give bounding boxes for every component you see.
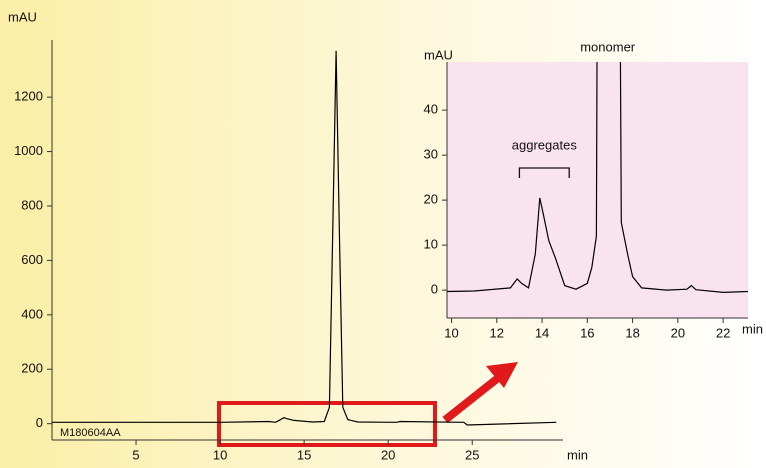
x-tick-label: 20 xyxy=(671,325,685,340)
y-tick-label: 10 xyxy=(424,237,438,252)
y-tick-label: 40 xyxy=(424,102,438,117)
x-tick-label: 5 xyxy=(132,447,139,462)
highlight-box xyxy=(217,401,437,447)
annotation: aggregates xyxy=(512,137,578,152)
y-tick-label: 30 xyxy=(424,147,438,162)
trace xyxy=(447,62,748,294)
x-tick-label: 15 xyxy=(297,447,311,462)
bracket xyxy=(518,167,570,178)
x-tick-label: 20 xyxy=(381,447,395,462)
y-axis-label: mAU xyxy=(424,47,453,62)
y-tick-label: 200 xyxy=(21,361,43,376)
annotation: monomer xyxy=(580,39,636,54)
y-tick-label: 1200 xyxy=(14,89,43,104)
x-tick-label: 10 xyxy=(444,325,458,340)
y-tick-label: 0 xyxy=(36,415,43,430)
x-tick-label: 14 xyxy=(535,325,549,340)
y-tick-label: 800 xyxy=(21,197,43,212)
y-tick-label: 20 xyxy=(424,192,438,207)
x-axis-label: min xyxy=(742,321,763,336)
x-tick-label: 22 xyxy=(716,325,730,340)
x-tick-label: 16 xyxy=(580,325,594,340)
zoom-arrow xyxy=(442,362,518,424)
plot-background xyxy=(447,62,748,318)
x-tick-label: 18 xyxy=(625,325,639,340)
x-axis-label: min xyxy=(567,447,588,462)
x-tick-label: 10 xyxy=(213,447,227,462)
y-axis-label: mAU xyxy=(8,9,37,24)
trace xyxy=(52,50,557,426)
x-tick-label: 12 xyxy=(490,325,504,340)
sample-id: M180604AA xyxy=(60,427,121,439)
y-tick-label: 0 xyxy=(431,282,438,297)
y-tick-label: 600 xyxy=(21,252,43,267)
y-tick-label: 1000 xyxy=(14,143,43,158)
x-tick-label: 25 xyxy=(465,447,479,462)
y-tick-label: 400 xyxy=(21,306,43,321)
